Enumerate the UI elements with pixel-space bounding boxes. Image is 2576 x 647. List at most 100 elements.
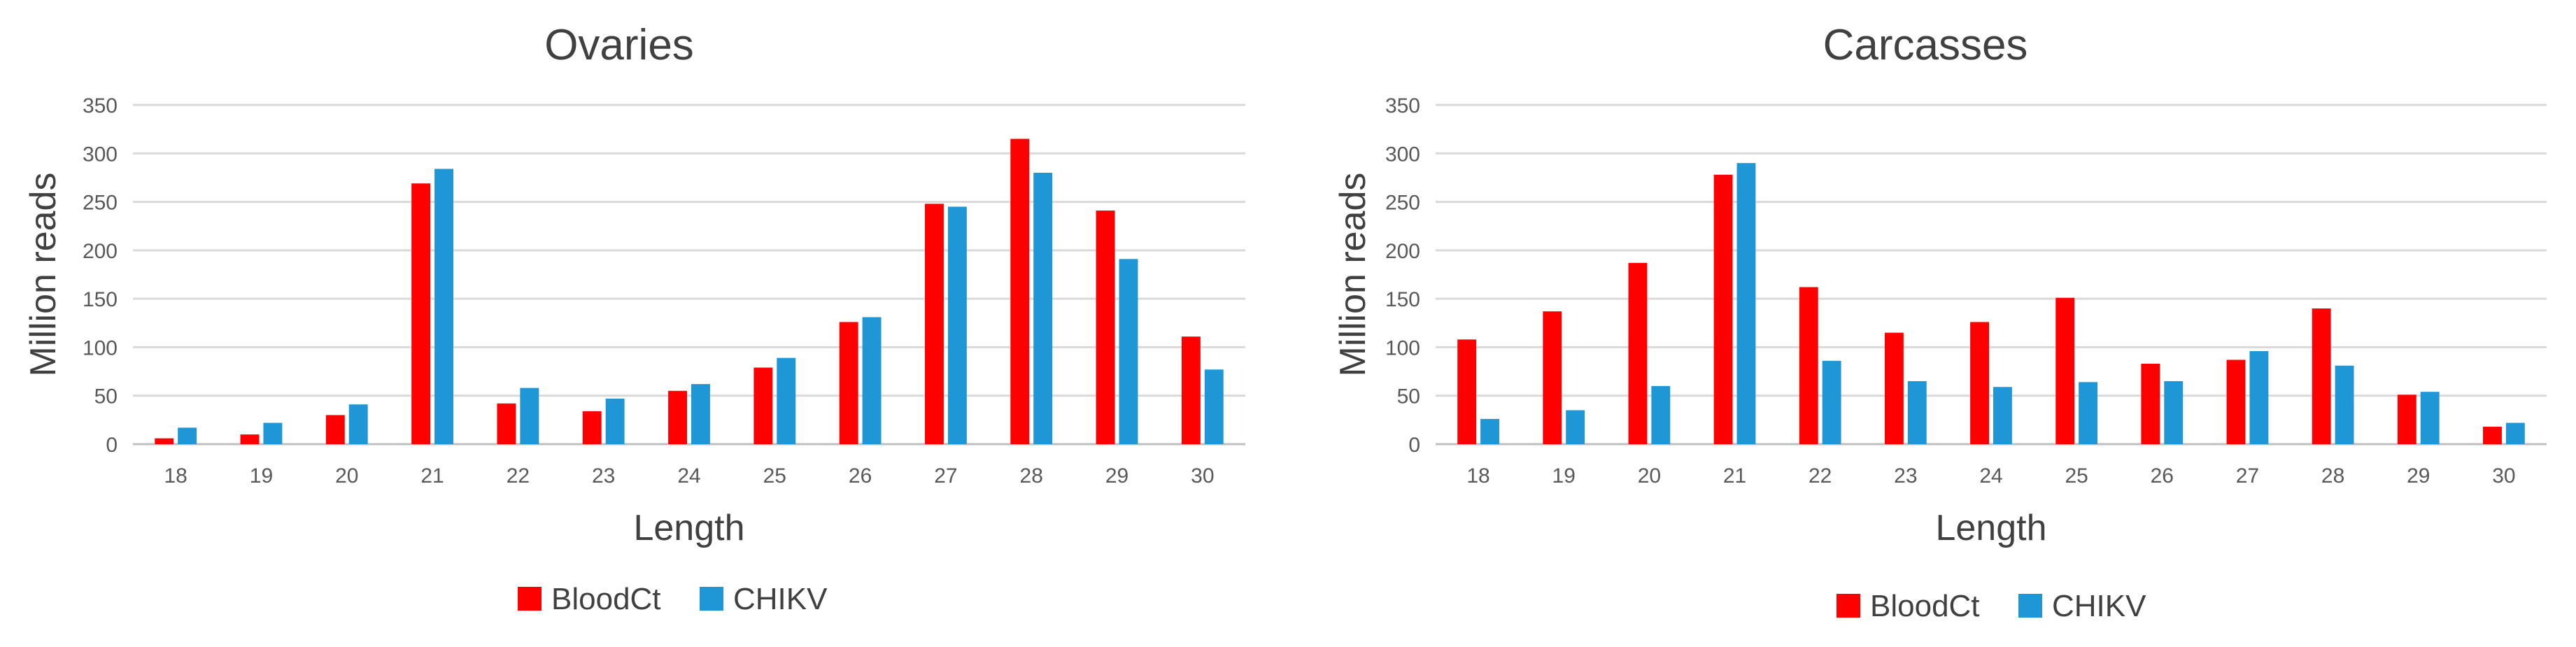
x-tick-label: 28 [1020,464,1043,488]
bar-bloodct-19 [240,434,260,444]
bar-chikv-26 [862,317,882,444]
legend-label-chikv: CHIKV [733,582,828,616]
x-tick-label: 29 [2407,464,2430,488]
bar-bloodct-18 [155,438,174,444]
bar-chikv-29 [1119,259,1138,444]
legend-label-chikv: CHIKV [2052,589,2146,623]
bar-chikv-23 [605,398,625,444]
bar-bloodct-23 [582,411,602,444]
x-tick-label: 21 [420,464,444,488]
x-tick-label: 24 [677,464,700,488]
bar-bloodct-27 [925,204,944,444]
x-tick-label: 30 [2492,464,2515,488]
legend: BloodCt CHIKV [518,582,828,616]
x-tick-label: 29 [1105,464,1128,488]
x-tick-label: 27 [934,464,957,488]
y-tick-label: 350 [1385,94,1420,118]
bar-chikv-29 [2420,392,2440,444]
legend-label-bloodct: BloodCt [551,582,661,616]
x-tick-label: 28 [2321,464,2344,488]
legend: BloodCt CHIKV [1837,589,2146,623]
y-tick-label: 0 [1408,434,1420,457]
bar-bloodct-29 [1096,211,1115,444]
x-tick-label: 23 [1894,464,1917,488]
x-tick-label: 30 [1191,464,1214,488]
x-tick-label: 22 [1809,464,1832,488]
chart-title: Carcasses [1823,21,2028,69]
y-axis-label: Million reads [23,173,64,377]
x-tick-label: 25 [763,464,786,488]
bar-chikv-30 [2505,422,2525,444]
bar-chikv-25 [2079,382,2098,444]
bar-bloodct-22 [1799,287,1818,444]
y-tick-label: 150 [83,288,118,311]
bar-chikv-22 [1822,360,1841,444]
y-tick-label: 250 [83,192,118,215]
bar-bloodct-26 [2141,363,2160,444]
bar-chikv-25 [777,357,796,444]
x-axis-label: Length [633,508,744,548]
bar-chikv-27 [2249,350,2269,444]
x-tick-label: 26 [2151,464,2174,488]
bar-bloodct-24 [1970,322,1989,444]
bar-chikv-19 [263,422,283,444]
x-tick-label: 18 [164,464,187,488]
bar-bloodct-23 [1884,332,1904,444]
bar-chikv-18 [1480,418,1499,444]
bar-bloodct-24 [668,390,687,444]
bar-bloodct-21 [411,183,431,444]
y-tick-label: 350 [83,94,118,118]
x-tick-label: 27 [2236,464,2259,488]
x-tick-label: 19 [1552,464,1576,488]
legend-swatch-bloodct [518,587,542,611]
y-tick-label: 100 [1385,336,1420,360]
y-tick-label: 200 [83,240,118,263]
bar-chikv-21 [434,169,453,444]
bar-bloodct-20 [325,415,345,444]
bar-bloodct-19 [1543,311,1562,444]
y-tick-label: 50 [1397,385,1420,408]
x-tick-label: 24 [1979,464,2002,488]
x-tick-label: 22 [507,464,530,488]
y-tick-label: 50 [94,385,118,408]
bar-bloodct-28 [1010,138,1030,444]
y-tick-label: 300 [1385,143,1420,166]
bar-bloodct-22 [497,403,516,444]
bar-bloodct-25 [2055,297,2075,444]
legend-swatch-chikv [2018,594,2042,618]
bar-chikv-30 [1204,369,1224,444]
y-axis-label: Million reads [1333,173,1373,377]
bar-bloodct-20 [1628,262,1648,444]
bar-bloodct-26 [839,322,858,444]
bar-bloodct-30 [2483,427,2502,444]
y-tick-label: 100 [83,336,118,360]
bar-chikv-24 [691,384,710,444]
legend-swatch-bloodct [1837,594,1860,618]
bar-chikv-21 [1736,163,1756,444]
x-tick-label: 23 [592,464,615,488]
bar-chikv-26 [2164,381,2184,444]
bar-chikv-27 [947,206,967,444]
bar-bloodct-30 [1181,336,1201,444]
y-tick-label: 150 [1385,288,1420,311]
x-tick-label: 26 [849,464,872,488]
chart-title: Ovaries [544,21,694,69]
chart-ovaries: Ovaries 0 50 100 150 200 250 300 350 18 19 20 21 22 23… [23,21,1245,616]
x-tick-label: 20 [1638,464,1661,488]
y-tick-label: 300 [83,143,118,166]
bar-chikv-22 [520,388,539,444]
legend-label-bloodct: BloodCt [1870,589,1980,623]
bar-bloodct-25 [753,367,773,444]
legend-swatch-chikv [700,587,723,611]
y-tick-label: 0 [106,434,118,457]
x-tick-label: 19 [250,464,273,488]
bar-chikv-28 [1033,173,1053,444]
bar-bloodct-27 [2226,360,2246,444]
bar-chikv-19 [1566,410,1585,444]
bar-chikv-18 [178,427,197,444]
y-tick-label: 250 [1385,192,1420,215]
bar-bloodct-18 [1457,339,1477,444]
bar-bloodct-21 [1713,174,1733,444]
bar-chikv-20 [348,404,368,444]
